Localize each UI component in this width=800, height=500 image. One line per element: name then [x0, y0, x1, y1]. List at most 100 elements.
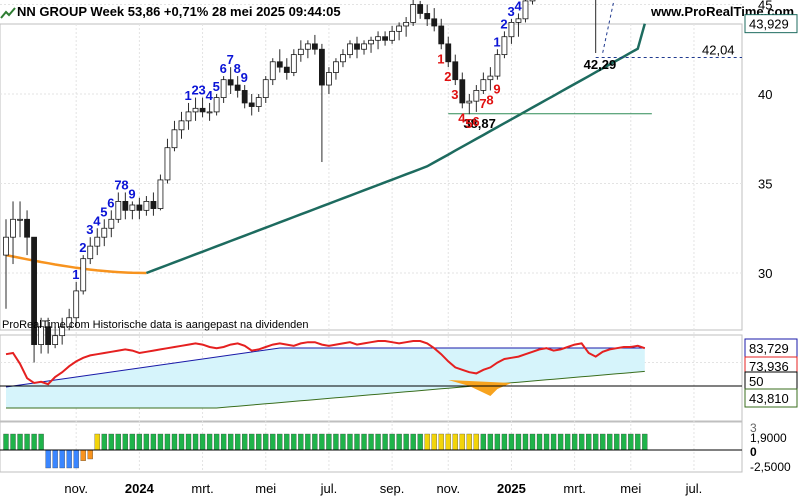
candle	[164, 147, 171, 181]
histogram-bar	[593, 433, 599, 451]
candle	[396, 25, 403, 32]
candle	[115, 200, 122, 220]
histogram-bar	[586, 433, 592, 451]
candle	[431, 18, 438, 27]
histogram-bar	[3, 433, 9, 451]
histogram-bar	[73, 449, 79, 469]
histogram-bar	[45, 449, 51, 469]
candle	[192, 107, 199, 113]
histogram-bar	[578, 433, 585, 451]
candle	[185, 111, 192, 122]
candle	[354, 43, 360, 50]
histogram-bar	[101, 433, 107, 451]
rsi-value-label: 50	[749, 374, 763, 389]
candle	[157, 179, 164, 209]
histogram-bar	[501, 433, 508, 451]
candle	[38, 326, 44, 346]
x-tick-label: mei	[255, 481, 276, 496]
candle	[452, 61, 459, 81]
sequence-label-blue: 3	[86, 222, 93, 237]
histogram-bar	[522, 433, 529, 451]
candle	[403, 21, 410, 27]
annotation-low: 42,29	[584, 57, 617, 72]
candle	[171, 129, 178, 149]
histogram-bar	[319, 433, 325, 451]
histogram-bar	[438, 433, 444, 451]
candle	[3, 236, 9, 256]
x-tick-label: sep.	[380, 481, 405, 496]
sequence-label-blue: 7	[114, 177, 121, 192]
histogram-bar	[473, 433, 479, 451]
sequence-label-red: 6	[472, 114, 479, 129]
histogram-value-label: -2,5000	[750, 460, 791, 474]
histogram-bar	[192, 433, 199, 451]
x-tick-label: mei	[620, 481, 641, 496]
histogram-bar	[410, 433, 416, 451]
histogram-bar	[108, 433, 114, 451]
histogram-bar	[368, 433, 374, 451]
candle	[255, 97, 262, 107]
candle	[361, 43, 367, 50]
histogram-bar	[508, 433, 515, 451]
rsi-value-label: 83,729	[749, 341, 789, 356]
histogram-bar	[129, 433, 136, 451]
sequence-label-red: 3	[451, 87, 458, 102]
histogram-bar	[80, 449, 86, 461]
histogram-bar	[10, 433, 16, 451]
candle	[487, 75, 494, 81]
candle	[417, 4, 424, 14]
moving-average-label: 43,929	[749, 17, 789, 32]
rsi-upper-line	[5, 347, 645, 388]
candle	[459, 79, 466, 104]
histogram-bar	[235, 433, 241, 451]
candle	[87, 245, 94, 260]
candle	[52, 335, 59, 345]
histogram-bar	[178, 433, 185, 451]
candle	[529, 0, 536, 2]
histogram-bar	[417, 433, 423, 451]
sequence-label-blue: 3	[199, 83, 206, 98]
sequence-label-blue: 7	[227, 52, 234, 67]
sequence-label-red: 4	[458, 110, 466, 125]
sequence-label-blue: 2	[192, 83, 199, 98]
sequence-label-blue: 5	[213, 79, 220, 94]
candle	[262, 79, 269, 98]
candle	[234, 84, 241, 91]
x-tick-label: nov.	[64, 481, 88, 496]
candle	[59, 326, 66, 337]
histogram-bar	[171, 433, 178, 451]
histogram-bar	[607, 433, 613, 451]
candle	[220, 79, 227, 98]
candle	[445, 43, 452, 63]
x-tick-label: mrt.	[563, 481, 585, 496]
sequence-label-blue: 6	[107, 195, 114, 210]
histogram-bar	[557, 433, 564, 451]
candle	[297, 48, 304, 56]
histogram-bar	[354, 433, 360, 451]
candle	[466, 100, 473, 104]
histogram-bar	[333, 433, 339, 451]
histogram-bar	[31, 433, 37, 451]
histogram-bar	[213, 433, 220, 451]
rsi-panel	[0, 334, 743, 422]
sequence-label-blue: 5	[100, 204, 107, 219]
candle	[501, 36, 508, 56]
histogram-value-label: 0	[750, 445, 757, 459]
sequence-label-red: 8	[486, 92, 493, 107]
rsi-line	[5, 340, 646, 386]
candle	[375, 36, 381, 41]
histogram-bar	[642, 433, 648, 451]
x-tick-label: mrt.	[191, 481, 213, 496]
histogram-bar	[361, 433, 367, 451]
candle	[227, 79, 234, 86]
sequence-label-blue: 1	[493, 34, 500, 49]
candle	[129, 204, 136, 211]
histogram-bar	[185, 433, 192, 451]
histogram-bar	[206, 433, 213, 451]
candle	[150, 200, 157, 209]
histogram-bar	[600, 433, 606, 451]
histogram-bar	[256, 433, 262, 451]
candle	[368, 39, 374, 45]
histogram-bar	[284, 433, 290, 451]
